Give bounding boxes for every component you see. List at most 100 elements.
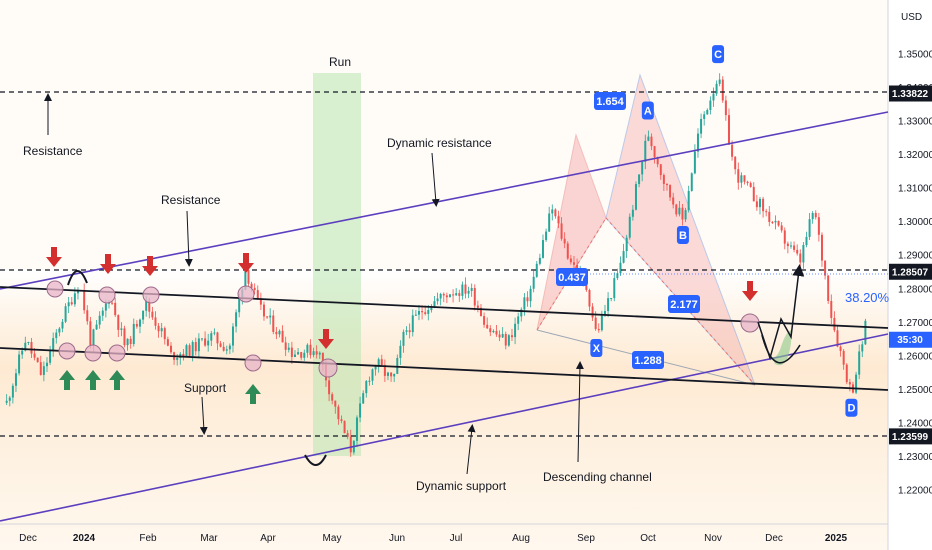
candle-body <box>848 382 851 385</box>
candle-body <box>486 324 489 329</box>
candle-body <box>197 338 200 352</box>
candle-body <box>194 342 197 352</box>
down-arrow-icon <box>742 281 758 301</box>
candle-body <box>526 297 529 302</box>
candle-body <box>594 317 597 329</box>
price-badge <box>889 263 932 280</box>
candle-body <box>814 212 817 218</box>
down-arrow-icon <box>46 247 62 267</box>
x-tick-label: Jul <box>450 533 463 544</box>
ratio-label: 2.177 <box>670 299 698 311</box>
candle-body <box>836 330 839 347</box>
candle-body <box>495 330 498 335</box>
candle-body <box>340 419 343 421</box>
x-tick-labels: Dec 2024 Feb Mar Apr May Jun Jul Aug Sep Oct Nov Dec… <box>19 533 847 544</box>
candle-body <box>448 294 451 298</box>
touch-circle <box>142 286 160 304</box>
candle-body <box>796 249 799 254</box>
price-badge <box>889 428 932 445</box>
candle-body <box>328 380 331 395</box>
candle-body <box>337 406 340 420</box>
x-axis[interactable]: Dec 2024 Feb Mar Apr May Jun Jul Aug Sep Oct Nov Dec… <box>0 523 888 544</box>
candle-body <box>789 245 792 247</box>
price-badge <box>889 331 932 348</box>
candle-body <box>504 333 507 346</box>
candle-body <box>33 353 36 358</box>
candle-body <box>312 351 315 356</box>
candle-body <box>538 257 541 264</box>
support-touch-arc <box>304 454 327 466</box>
touch-circle <box>46 280 64 298</box>
y-tick-label: 1.26000 <box>898 351 932 362</box>
pointer <box>466 424 476 475</box>
candle-body <box>734 156 737 170</box>
candle-body <box>207 340 210 346</box>
candle-body <box>272 315 275 332</box>
candle-body <box>163 328 166 340</box>
candle-body <box>126 338 129 346</box>
candle-body <box>393 373 396 377</box>
candle-body <box>467 290 470 294</box>
candle-body <box>166 339 169 346</box>
candle-body <box>30 342 33 354</box>
candle-body <box>458 293 461 296</box>
price-badges: 1.33822 1.28507 35:30 1.23599 <box>889 85 932 445</box>
sell-arrows <box>46 247 758 349</box>
x-tick-label: Mar <box>200 533 218 544</box>
candle-body <box>259 298 262 305</box>
candle-body <box>588 290 591 307</box>
candle-body <box>39 362 42 375</box>
candle-body <box>346 433 349 437</box>
ratio-badge <box>594 92 626 110</box>
dynamic-support-label: Dynamic support <box>416 479 507 493</box>
candle-body <box>492 330 495 333</box>
y-tick-label: 1.25000 <box>898 385 932 396</box>
candle-body <box>845 364 848 383</box>
candle-body <box>557 216 560 224</box>
candle-body <box>359 403 362 418</box>
candle-body <box>662 175 665 184</box>
candle-body <box>607 298 610 312</box>
candle-body <box>411 315 414 333</box>
candle-body <box>858 351 861 375</box>
candle-body <box>718 79 721 84</box>
price-badge-label: 1.33822 <box>892 89 929 100</box>
candle-body <box>805 236 808 246</box>
dynamic-support-line <box>0 333 889 522</box>
pointer <box>199 396 208 435</box>
candle-body <box>610 298 613 300</box>
candle-body <box>417 311 420 315</box>
candle-body <box>439 293 442 299</box>
candle-body <box>303 352 306 358</box>
candle-body <box>690 173 693 191</box>
up-arrow-icon <box>85 370 101 390</box>
y-axis[interactable]: USD 1.350001.340001.330001.320001.310001… <box>887 0 932 550</box>
candle-body <box>647 136 650 141</box>
candle-body <box>597 328 600 331</box>
candle-body <box>675 204 678 215</box>
fib-label: 38.20% <box>845 290 890 305</box>
candle-body <box>740 175 743 183</box>
candle-body <box>684 210 687 220</box>
point-badge-a <box>641 101 654 120</box>
candle-body <box>160 328 163 332</box>
candle-body <box>687 190 690 211</box>
candle-body <box>231 326 234 346</box>
up-arrow-icon <box>59 370 75 390</box>
down-arrow-icon <box>238 253 254 273</box>
x-tick-label: Feb <box>139 533 157 544</box>
candle-body <box>142 310 145 320</box>
candle-body <box>802 245 805 263</box>
candle-body <box>216 332 219 344</box>
candle-body <box>864 320 867 345</box>
candle-body <box>436 298 439 302</box>
candle-body <box>64 306 67 322</box>
resistance-label-2: Resistance <box>161 193 221 207</box>
candle-body <box>808 219 811 237</box>
point-label-d: D <box>847 403 855 415</box>
candle-body <box>355 417 358 441</box>
candle-body <box>855 374 858 393</box>
candle-body <box>219 343 222 347</box>
candle-body <box>793 245 796 250</box>
candle-body <box>132 323 135 345</box>
